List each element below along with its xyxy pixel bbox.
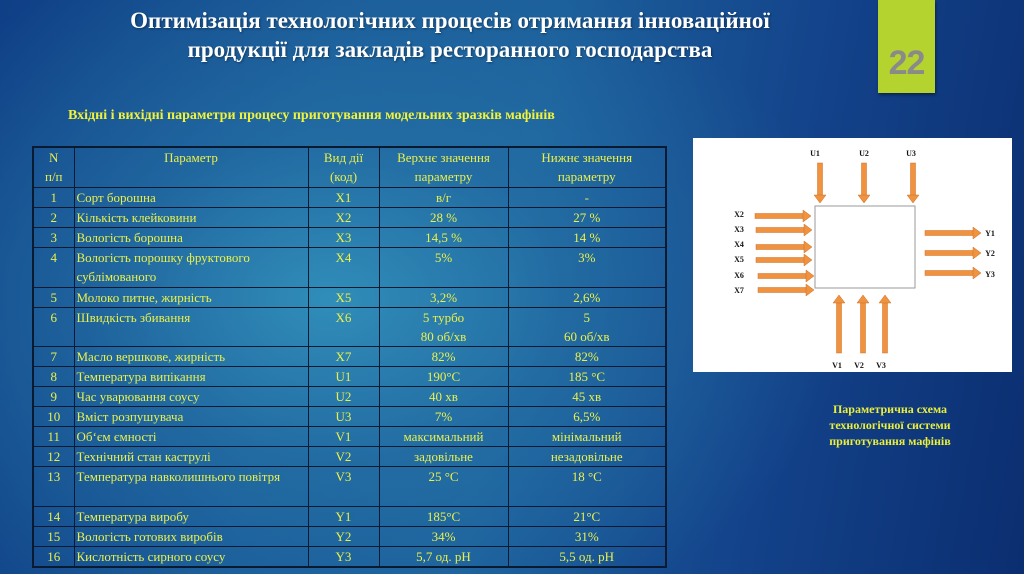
arrow-right-icon [755,223,813,237]
table-row: 9 Час уварювання соусу U2 40 хв 45 хв [32,385,667,407]
table-row: 7 Масло вершкове, жирність X7 82% 82% [32,345,667,367]
svg-text:U3: U3 [906,149,916,158]
svg-text:X3: X3 [734,225,744,234]
arrow-down-icon [813,162,827,204]
table-row: 13 Температура навколишнього повітря V3 … [32,465,667,507]
arrow-right-icon [757,283,815,297]
parametric-scheme-diagram: U1 U2 U3 X2 X3 X4 X5 X6 X7 Y1 [693,138,1012,372]
table-caption: Вхідні і вихідні параметри процесу приго… [68,108,555,123]
svg-text:V1: V1 [832,361,842,370]
arrow-down-icon [906,162,920,204]
arrow-right-icon [754,209,812,223]
table-row: 10 Вміст розпушувача U3 7% 6,5% [32,405,667,427]
svg-text:Y2: Y2 [985,249,995,258]
svg-text:U2: U2 [859,149,869,158]
arrow-right-icon [755,253,813,267]
left-input-arrows: X2 X3 X4 X5 X6 X7 [734,209,815,297]
slide-title-line2: продукції для закладів ресторанного госп… [187,37,713,62]
header-parameter: Параметр [73,146,309,188]
table-row: 1 Сорт борошна X1 в/г - [32,186,667,208]
table-row: 6 Швидкість збивання X6 5 турбо 80 об/хв … [32,306,667,347]
slide-title-line1: Оптимізація технологічних процесів отрим… [130,8,770,33]
slide-number: 22 [888,44,926,82]
svg-text:Y1: Y1 [985,229,995,238]
slide-title: Оптимізація технологічних процесів отрим… [40,6,860,64]
table-row: 8 Температура випікання U1 190°C 185 °C [32,365,667,387]
bottom-input-arrows: V1 V2 V3 [832,294,892,370]
svg-text:X7: X7 [734,286,744,295]
table-row: 12 Технічний стан каструлі V2 задовільне… [32,445,667,467]
arrow-up-icon [856,294,870,354]
arrow-right-icon [924,226,982,240]
arrow-right-icon [924,246,982,260]
table-row: 5 Молоко питне, жирність X5 3,2% 2,6% [32,286,667,308]
svg-text:Y3: Y3 [985,270,995,279]
svg-text:X2: X2 [734,210,744,219]
table-row: 16 Кислотність сирного соусу Y3 5,7 од. … [32,545,667,567]
top-input-arrows: U1 U2 U3 [810,149,920,204]
header-lower-value: Нижнє значення параметру [507,146,667,188]
arrow-up-icon [878,294,892,354]
arrow-right-icon [757,269,815,283]
svg-text:U1: U1 [810,149,820,158]
slide-number-badge: 22 [878,0,935,93]
svg-text:X4: X4 [734,240,744,249]
svg-text:V2: V2 [854,361,864,370]
diagram-caption: Параметрична схема технологічної системи… [829,402,951,448]
arrow-right-icon [924,266,982,280]
table-row: 11 Об‘єм ємності V1 максимальний мінімал… [32,425,667,447]
table-row: 15 Вологість готових виробів Y2 34% 31% [32,525,667,547]
right-output-arrows: Y1 Y2 Y3 [924,226,995,280]
arrow-up-icon [832,294,846,354]
header-upper-value: Верхнє значення параметру [378,146,509,188]
process-box [814,205,916,289]
table-row: 4 Вологість порошку фруктового сублімова… [32,246,667,288]
svg-text:X6: X6 [734,271,744,280]
table-row: 3 Вологість борошна X3 14,5 % 14 % [32,226,667,248]
table-row: 14 Температура виробу Y1 185°C 21°C [32,505,667,527]
header-code: Вид дії (код) [307,146,380,188]
table-row: 2 Кількість клейковини X2 28 % 27 % [32,206,667,228]
arrow-down-icon [857,162,871,204]
arrow-right-icon [755,240,813,254]
svg-text:V3: V3 [876,361,886,370]
svg-text:X5: X5 [734,255,744,264]
